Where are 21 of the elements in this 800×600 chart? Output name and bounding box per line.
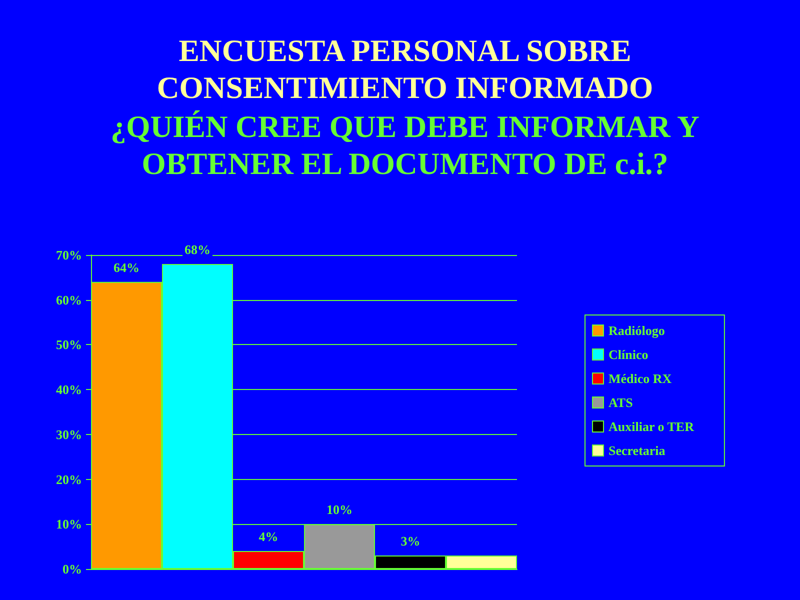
y-tick-label: 0% (62, 562, 82, 576)
data-label: 68% (184, 242, 210, 257)
data-label: 64% (114, 260, 140, 275)
y-tick-label: 70% (56, 248, 82, 262)
legend-label: Médico RX (608, 371, 672, 386)
chart-title: ENCUESTA PERSONAL SOBRE CONSENTIMIENTO INFORMADO (156, 33, 654, 105)
data-label: 10% (326, 502, 352, 518)
y-tick-label: 40% (56, 382, 82, 398)
legend-label: Secretaria (608, 443, 666, 458)
chart-subtitle: ¿QUIÉN CREE QUE DEBE INFORMAR Y OBTENER EL DOCUMENTO DE c.i.? (110, 109, 700, 181)
y-tick-label: 20% (56, 472, 82, 487)
y-tick-label: 10% (56, 516, 82, 532)
y-tick-label: 30% (56, 426, 82, 442)
legend-label: Clínico (608, 347, 648, 362)
data-label: 3% (400, 534, 420, 549)
legend-label: Radiólogo (608, 323, 665, 338)
data-label: 4% (258, 529, 278, 544)
y-tick-label: 60% (56, 292, 82, 308)
legend-label: ATS (608, 395, 633, 410)
y-tick-label: 50% (56, 337, 82, 352)
legend-label: Auxiliar o TER (608, 419, 695, 434)
